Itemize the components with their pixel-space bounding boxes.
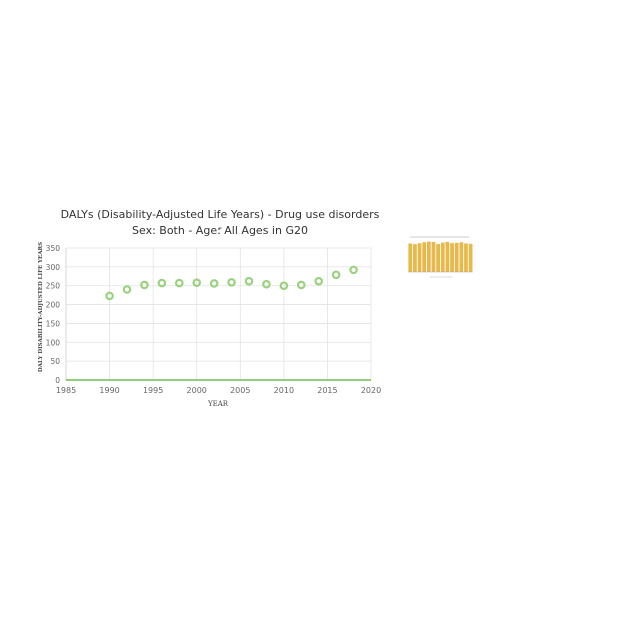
data-point xyxy=(209,279,219,288)
thumbnail-bar xyxy=(426,241,431,272)
thumbnail-bar xyxy=(468,243,473,272)
x-tick-label: 1995 xyxy=(143,386,163,395)
y-tick-label: 50 xyxy=(50,357,60,366)
data-point xyxy=(122,285,132,294)
data-point xyxy=(157,278,167,288)
thumbnail-bar xyxy=(459,242,464,272)
y-tick-label: 150 xyxy=(46,319,61,328)
thumbnail-bar xyxy=(422,242,427,272)
axes xyxy=(65,248,371,381)
thumbnail-bar xyxy=(445,241,450,272)
chart-title-line-2: Sex: Both - Age: All Ages in G20 xyxy=(132,224,308,237)
data-point xyxy=(314,276,324,286)
data-points xyxy=(105,265,358,301)
x-tick-label: 1990 xyxy=(99,386,119,395)
thumbnail-bar xyxy=(450,243,454,272)
x-tick-label: 2020 xyxy=(361,386,381,395)
data-point xyxy=(349,265,358,275)
thumbnail-bar xyxy=(408,243,413,272)
thumbnail-chart[interactable] xyxy=(406,235,475,281)
x-axis-label: YEAR xyxy=(207,400,229,408)
y-tick-label: 300 xyxy=(46,263,61,272)
y-tick-label: 0 xyxy=(55,376,60,385)
x-tick-label: 1985 xyxy=(56,386,76,395)
x-tick-label: 2010 xyxy=(274,386,294,395)
y-tick-label: 250 xyxy=(46,282,61,291)
y-tick-label: 350 xyxy=(46,244,61,253)
tick-labels: 0 50 100 150 200 250 300 350 1985 1990 1995 2000 200… xyxy=(46,244,382,395)
x-tick-label: 2005 xyxy=(230,386,250,395)
data-point xyxy=(192,278,202,287)
y-tick-label: 100 xyxy=(46,338,61,347)
chart-title-line-1: DALYs (Disability-Adjusted Life Years) -… xyxy=(60,208,380,234)
data-point xyxy=(244,276,254,286)
grid-lines xyxy=(66,247,372,380)
thumbnail-background xyxy=(406,235,475,281)
y-tick-label: 200 xyxy=(46,301,61,310)
data-point xyxy=(105,291,114,301)
x-tick-label: 2000 xyxy=(187,386,207,395)
thumbnail-bar xyxy=(436,244,440,272)
data-point xyxy=(331,270,341,280)
data-point xyxy=(174,278,184,288)
data-point xyxy=(296,280,306,290)
x-tick-label: 2015 xyxy=(317,386,337,395)
y-axis-label: DALY DISABILITY-ADJUSTED LIFE YEARS xyxy=(38,242,44,372)
data-point xyxy=(262,279,271,289)
thumbnail-bar xyxy=(413,244,417,272)
thumbnail-bar xyxy=(464,243,468,272)
thumbnail-bar xyxy=(440,242,445,272)
thumbnail-bar xyxy=(431,241,436,272)
thumbnail-bar xyxy=(417,243,422,272)
data-point xyxy=(279,281,289,291)
thumbnail-bar xyxy=(454,242,459,272)
data-point xyxy=(227,278,236,287)
data-point xyxy=(140,280,149,290)
